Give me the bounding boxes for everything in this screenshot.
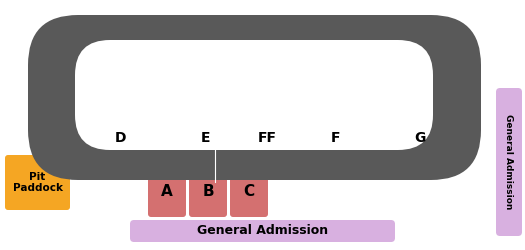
FancyBboxPatch shape	[189, 165, 227, 217]
Text: E: E	[201, 131, 211, 145]
Text: D: D	[116, 131, 127, 145]
FancyBboxPatch shape	[5, 155, 70, 210]
FancyBboxPatch shape	[293, 115, 378, 161]
FancyBboxPatch shape	[381, 115, 459, 161]
FancyBboxPatch shape	[496, 88, 522, 236]
Text: C: C	[244, 184, 255, 198]
FancyBboxPatch shape	[130, 220, 395, 242]
FancyBboxPatch shape	[148, 165, 186, 217]
Text: General Admission: General Admission	[197, 224, 328, 237]
Text: Start: Start	[191, 90, 212, 100]
Text: B: B	[202, 184, 214, 198]
FancyBboxPatch shape	[230, 165, 268, 217]
Text: FF: FF	[258, 131, 277, 145]
Text: General Admission: General Admission	[505, 114, 513, 210]
Text: A: A	[161, 184, 173, 198]
FancyBboxPatch shape	[75, 115, 167, 161]
FancyBboxPatch shape	[245, 115, 290, 161]
Text: Finish: Finish	[218, 90, 244, 100]
Text: G: G	[414, 131, 426, 145]
Text: F: F	[331, 131, 340, 145]
FancyBboxPatch shape	[170, 115, 242, 161]
FancyBboxPatch shape	[28, 15, 481, 180]
Text: Pit
Paddock: Pit Paddock	[13, 172, 62, 193]
FancyBboxPatch shape	[75, 40, 433, 150]
